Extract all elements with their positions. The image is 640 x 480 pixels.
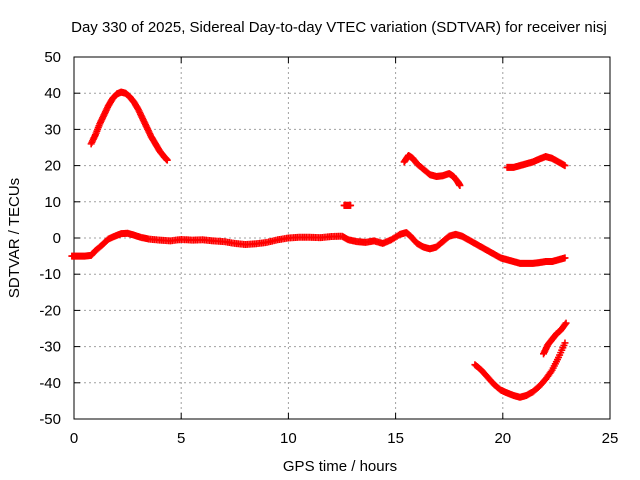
y-tick-label: 50 [44,49,61,66]
y-tick-labels: -50 -40 -30 -20 -10 0 10 20 30 40 50 [39,49,61,428]
data-point [561,254,569,262]
data-point [547,368,555,376]
series-arc-6 [471,339,569,401]
y-axis-label: SDTVAR / TECUs [6,178,23,298]
y-tick-label: -50 [39,411,61,428]
data-point [562,319,570,327]
x-tick-label: 0 [70,430,78,447]
x-tick-labels: 0 5 10 15 20 25 [70,430,619,447]
x-axis-label: GPS time / hours [283,458,397,475]
y-tick-label: -30 [39,339,61,356]
x-tick-label: 25 [602,430,619,447]
series-arc-3 [340,201,355,209]
data-point [163,156,171,164]
y-tick-label: 40 [44,85,61,102]
x-tick-label: 5 [177,430,185,447]
series-arc-7 [540,319,570,358]
data-point [561,162,569,170]
data-point [561,320,569,328]
axis-ticks [73,56,611,420]
y-tick-label: 10 [44,194,61,211]
y-tick-label: 20 [44,158,61,175]
data-point [456,182,464,190]
x-tick-label: 20 [494,430,511,447]
data-point [561,339,569,347]
series-arc-1 [87,88,171,164]
data-points [68,88,570,401]
x-tick-label: 15 [387,430,404,447]
y-tick-label: -20 [39,302,61,319]
series-arc-5 [503,153,569,171]
x-tick-label: 10 [280,430,297,447]
y-tick-label: 30 [44,121,61,138]
chart-title: Day 330 of 2025, Sidereal Day-to-day VTE… [71,19,607,36]
series-arc-4 [400,151,464,190]
y-tick-label: -10 [39,266,61,283]
y-tick-label: 0 [53,230,61,247]
y-tick-label: -40 [39,375,61,392]
series-arc-2 [68,229,569,267]
data-point [347,201,355,209]
